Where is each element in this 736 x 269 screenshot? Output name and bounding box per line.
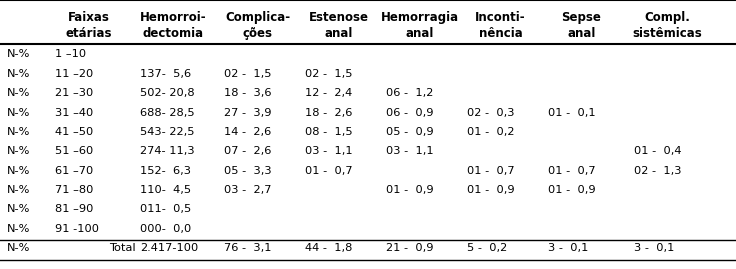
Text: 02 -  1,5: 02 - 1,5	[224, 69, 272, 79]
Text: 2.417-100: 2.417-100	[140, 243, 198, 253]
Text: 31 –40: 31 –40	[55, 108, 93, 118]
Text: N-%: N-%	[7, 127, 31, 137]
Text: 05 -  3,3: 05 - 3,3	[224, 166, 272, 176]
Text: 01 -  0,7: 01 - 0,7	[548, 166, 596, 176]
Text: 21 -  0,9: 21 - 0,9	[386, 243, 434, 253]
Text: Hemorragia: Hemorragia	[381, 11, 459, 24]
Text: 274- 11,3: 274- 11,3	[140, 146, 194, 156]
Text: 011-  0,5: 011- 0,5	[140, 204, 191, 214]
Text: 01 -  0,9: 01 - 0,9	[467, 185, 515, 195]
Text: 18 -  3,6: 18 - 3,6	[224, 88, 272, 98]
Text: 3 -  0,1: 3 - 0,1	[548, 243, 589, 253]
Text: dectomia: dectomia	[142, 27, 204, 40]
Text: 06 -  1,2: 06 - 1,2	[386, 88, 434, 98]
Text: 76 -  3,1: 76 - 3,1	[224, 243, 272, 253]
Text: N-%: N-%	[7, 108, 31, 118]
Text: anal: anal	[406, 27, 434, 40]
Text: N-%: N-%	[7, 243, 31, 253]
Text: 5 -  0,2: 5 - 0,2	[467, 243, 508, 253]
Text: Total: Total	[110, 243, 136, 253]
Text: 1 –10: 1 –10	[55, 49, 86, 59]
Text: Complica-: Complica-	[225, 11, 290, 24]
Text: nência: nência	[478, 27, 523, 40]
Text: 21 –30: 21 –30	[55, 88, 93, 98]
Text: 02 -  1,5: 02 - 1,5	[305, 69, 353, 79]
Text: 01 -  0,1: 01 - 0,1	[548, 108, 596, 118]
Text: N-%: N-%	[7, 88, 31, 98]
Text: 07 -  2,6: 07 - 2,6	[224, 146, 272, 156]
Text: Inconti-: Inconti-	[475, 11, 526, 24]
Text: anal: anal	[325, 27, 353, 40]
Text: 03 -  1,1: 03 - 1,1	[305, 146, 353, 156]
Text: Compl.: Compl.	[645, 11, 690, 24]
Text: 61 –70: 61 –70	[55, 166, 93, 176]
Text: 02 -  1,3: 02 - 1,3	[634, 166, 682, 176]
Text: 01 -  0,2: 01 - 0,2	[467, 127, 515, 137]
Text: N-%: N-%	[7, 224, 31, 234]
Text: 05 -  0,9: 05 - 0,9	[386, 127, 434, 137]
Text: ções: ções	[243, 27, 272, 40]
Text: 01 -  0,7: 01 - 0,7	[467, 166, 515, 176]
Text: Estenose: Estenose	[308, 11, 369, 24]
Text: 3 -  0,1: 3 - 0,1	[634, 243, 675, 253]
Text: 01 -  0,9: 01 - 0,9	[548, 185, 596, 195]
Text: 06 -  0,9: 06 - 0,9	[386, 108, 434, 118]
Text: N-%: N-%	[7, 69, 31, 79]
Text: 502- 20,8: 502- 20,8	[140, 88, 194, 98]
Text: N-%: N-%	[7, 204, 31, 214]
Text: 03 -  1,1: 03 - 1,1	[386, 146, 434, 156]
Text: 14 -  2,6: 14 - 2,6	[224, 127, 272, 137]
Text: Sepse: Sepse	[562, 11, 601, 24]
Text: 27 -  3,9: 27 - 3,9	[224, 108, 272, 118]
Text: 71 –80: 71 –80	[55, 185, 93, 195]
Text: 03 -  2,7: 03 - 2,7	[224, 185, 272, 195]
Text: 110-  4,5: 110- 4,5	[140, 185, 191, 195]
Text: sistêmicas: sistêmicas	[633, 27, 702, 40]
Text: N-%: N-%	[7, 166, 31, 176]
Text: 18 -  2,6: 18 - 2,6	[305, 108, 353, 118]
Text: 12 -  2,4: 12 - 2,4	[305, 88, 353, 98]
Text: 01 -  0,4: 01 - 0,4	[634, 146, 682, 156]
Text: N-%: N-%	[7, 185, 31, 195]
Text: 000-  0,0: 000- 0,0	[140, 224, 191, 234]
Text: 688- 28,5: 688- 28,5	[140, 108, 194, 118]
Text: 02 -  0,3: 02 - 0,3	[467, 108, 515, 118]
Text: N-%: N-%	[7, 146, 31, 156]
Text: 41 –50: 41 –50	[55, 127, 93, 137]
Text: Hemorroi-: Hemorroi-	[140, 11, 206, 24]
Text: anal: anal	[567, 27, 595, 40]
Text: 91 -100: 91 -100	[55, 224, 99, 234]
Text: 01 -  0,9: 01 - 0,9	[386, 185, 434, 195]
Text: N-%: N-%	[7, 49, 31, 59]
Text: 44 -  1,8: 44 - 1,8	[305, 243, 353, 253]
Text: 11 –20: 11 –20	[55, 69, 93, 79]
Text: Faixas: Faixas	[68, 11, 109, 24]
Text: 01 -  0,7: 01 - 0,7	[305, 166, 353, 176]
Text: 137-  5,6: 137- 5,6	[140, 69, 191, 79]
Text: 543- 22,5: 543- 22,5	[140, 127, 194, 137]
Text: 08 -  1,5: 08 - 1,5	[305, 127, 353, 137]
Text: etárias: etárias	[65, 27, 112, 40]
Text: 152-  6,3: 152- 6,3	[140, 166, 191, 176]
Text: 51 –60: 51 –60	[55, 146, 93, 156]
Text: 81 –90: 81 –90	[55, 204, 93, 214]
